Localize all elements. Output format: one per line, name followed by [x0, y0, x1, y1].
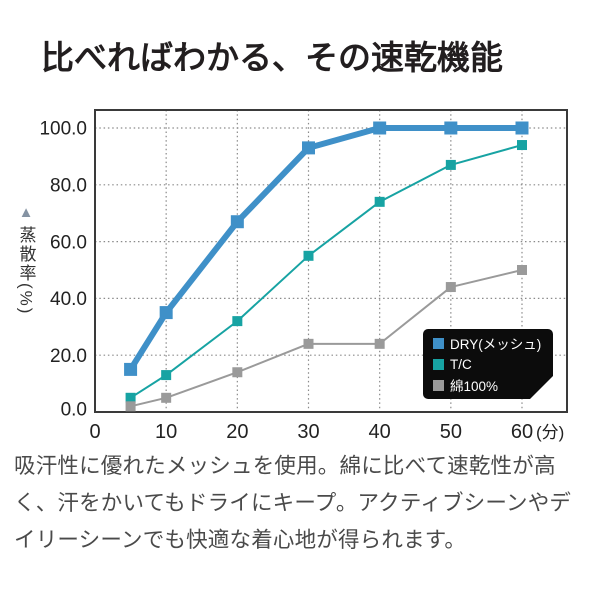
- y-tick-label: 0.0: [61, 400, 87, 421]
- legend-item-0: DRY(メッシュ): [433, 335, 553, 352]
- description-text: 吸汗性に優れたメッシュを使用。綿に比べて速乾性が高く、汗をかいてもドライにキープ…: [14, 454, 572, 552]
- series-marker-0: [159, 306, 173, 320]
- legend-swatch-icon: [433, 338, 444, 349]
- series-marker-2: [303, 338, 314, 349]
- y-tick-label: 40.0: [50, 289, 87, 310]
- series-marker-1: [125, 392, 136, 403]
- series-marker-0: [444, 121, 458, 135]
- series-marker-2: [374, 338, 385, 349]
- legend-swatch-icon: [433, 359, 444, 370]
- series-marker-1: [445, 159, 456, 170]
- y-tick-label: 80.0: [50, 175, 87, 196]
- y-tick-label: 20.0: [50, 346, 87, 367]
- series-marker-0: [124, 362, 138, 376]
- legend-item-2: 綿100%: [433, 377, 553, 394]
- legend-item-1: T/C: [433, 356, 553, 373]
- legend-label: DRY(メッシュ): [450, 337, 542, 352]
- x-tick-label: 60: [511, 421, 533, 443]
- series-marker-0: [373, 121, 387, 135]
- legend-swatch-icon: [433, 380, 444, 391]
- arrow-up-icon: ▲: [18, 204, 34, 221]
- y-axis-label: ▲ 蒸散率(%): [12, 205, 40, 315]
- y-tick-label: 60.0: [50, 232, 87, 253]
- x-tick-label: 0: [89, 421, 100, 443]
- x-tick-label: 10: [155, 421, 177, 443]
- series-marker-1: [303, 250, 314, 261]
- y-tick-label: 100.0: [39, 119, 87, 140]
- series-marker-2: [161, 392, 172, 403]
- series-marker-2: [517, 265, 527, 275]
- series-marker-2: [232, 367, 243, 378]
- page-title: 比べればわかる、その速乾機能: [41, 39, 503, 76]
- x-tick-label: 50: [440, 421, 462, 443]
- series-marker-1: [232, 316, 243, 327]
- plot-frame: [94, 109, 568, 413]
- series-marker-2: [125, 401, 136, 412]
- x-tick-label: 40: [369, 421, 391, 443]
- series-marker-0: [230, 215, 244, 229]
- series-marker-2: [445, 282, 456, 293]
- series-marker-1: [161, 370, 172, 381]
- x-axis-unit: (分): [536, 423, 564, 442]
- x-tick-label: 30: [297, 421, 319, 443]
- legend-label: 綿100%: [450, 379, 499, 394]
- series-marker-0: [515, 121, 529, 135]
- series-marker-1: [374, 196, 385, 207]
- legend-label: T/C: [450, 356, 472, 372]
- series-marker-1: [517, 140, 527, 151]
- x-tick-label: 20: [226, 421, 248, 443]
- series-marker-0: [302, 141, 315, 155]
- chart-legend: DRY(メッシュ) T/C 綿100%: [423, 329, 553, 399]
- y-axis-label-text: 蒸散率(%): [16, 226, 36, 316]
